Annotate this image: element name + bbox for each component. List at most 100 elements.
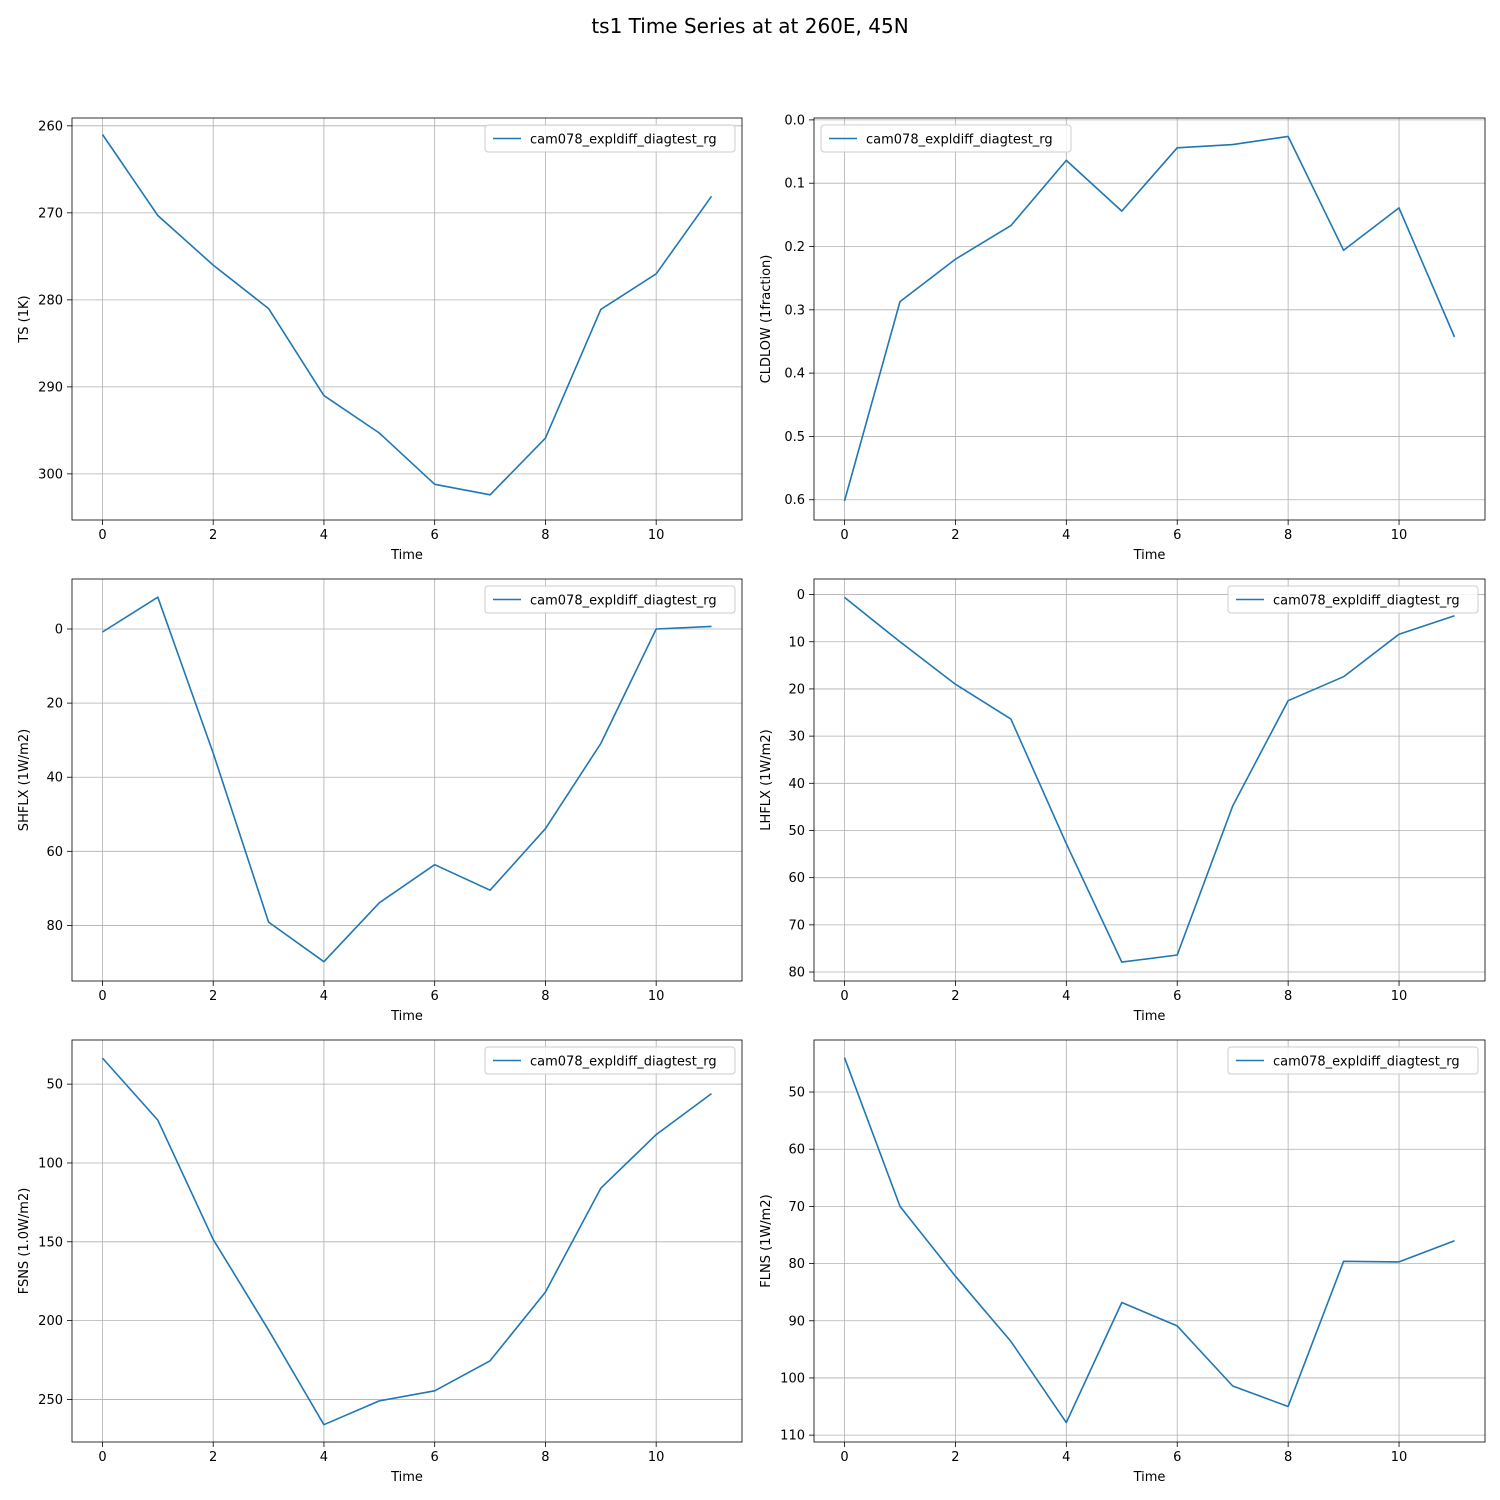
x-tick-label: 10: [648, 989, 665, 1004]
x-tick-label: 0: [98, 1450, 106, 1465]
legend-label: cam078_expldiff_diagtest_rg: [866, 133, 1053, 148]
x-tick-label: 10: [1391, 989, 1408, 1004]
x-tick-label: 8: [1284, 989, 1292, 1004]
x-tick-label: 8: [541, 989, 549, 1004]
y-axis-label: CLDLOW (1fraction): [759, 255, 774, 384]
y-tick-label: 0.4: [784, 367, 805, 382]
x-tick-label: 6: [1173, 528, 1181, 543]
x-tick-label: 2: [209, 528, 217, 543]
y-tick-label: 200: [38, 1314, 63, 1329]
y-tick-label: 250: [38, 1393, 63, 1408]
y-tick-label: 100: [780, 1371, 805, 1386]
y-tick-label: 20: [788, 682, 805, 697]
x-tick-label: 2: [951, 1450, 959, 1465]
x-axis-label: Time: [1133, 548, 1166, 563]
y-tick-label: 150: [38, 1235, 63, 1250]
axes-frame: [71, 578, 743, 982]
x-tick-label: 0: [840, 1450, 848, 1465]
legend-label: cam078_expldiff_diagtest_rg: [530, 1055, 717, 1070]
x-tick-label: 6: [431, 989, 439, 1004]
x-tick-label: 4: [1062, 528, 1070, 543]
x-tick-label: 0: [98, 989, 106, 1004]
y-tick-label: 260: [38, 119, 63, 134]
series-line: [844, 596, 1455, 963]
subplot-2: 0 2 4 6 8 10 0.0 0.1 0.2 0.3 0.4 0.5 0.6 Time CLDLOW (…: [759, 113, 1486, 563]
subplot-3: 0 2 4 6 8 10 0 20 40 60 80 Time SHFLX (1W/m2) cam078_…: [17, 578, 743, 1024]
x-tick-label: 0: [98, 528, 106, 543]
y-tick-label: 270: [38, 206, 63, 221]
legend-box: [484, 585, 736, 614]
y-tick-label: 0.1: [784, 177, 805, 192]
y-tick-label: 40: [46, 771, 63, 786]
x-axis-label: Time: [390, 1009, 423, 1024]
y-tick-label: 50: [788, 824, 805, 839]
x-tick-label: 10: [1391, 1450, 1408, 1465]
subplot-1: 0 2 4 6 8 10 260 270 280 290 300 Time TS (1K) cam078_…: [17, 117, 743, 563]
x-tick-label: 6: [431, 1450, 439, 1465]
y-tick-label: 60: [46, 845, 63, 860]
y-tick-label: 100: [38, 1156, 63, 1171]
x-tick-label: 8: [1284, 1450, 1292, 1465]
x-tick-label: 10: [648, 528, 665, 543]
x-tick-label: 4: [1062, 1450, 1070, 1465]
series-line: [101, 134, 713, 496]
x-tick-label: 2: [951, 989, 959, 1004]
x-tick-label: 2: [951, 528, 959, 543]
x-tick-label: 8: [1284, 528, 1292, 543]
x-tick-label: 4: [320, 528, 328, 543]
y-tick-label: 60: [788, 1143, 805, 1158]
x-tick-label: 8: [541, 528, 549, 543]
x-axis-label: Time: [390, 1470, 423, 1485]
x-tick-label: 2: [209, 989, 217, 1004]
y-tick-label: 0.0: [784, 113, 805, 128]
axes-frame: [71, 117, 743, 521]
x-tick-label: 10: [1391, 528, 1408, 543]
legend: cam078_expldiff_diagtest_rg: [820, 124, 1072, 153]
legend: cam078_expldiff_diagtest_rg: [1227, 1046, 1479, 1075]
y-tick-label: 80: [46, 919, 63, 934]
y-tick-label: 20: [46, 697, 63, 712]
y-axis-label: LHFLX (1W/m2): [759, 729, 774, 830]
y-tick-label: 70: [788, 918, 805, 933]
y-tick-label: 30: [788, 730, 805, 745]
y-axis-label: FLNS (1W/m2): [759, 1194, 774, 1287]
x-tick-label: 2: [209, 1450, 217, 1465]
x-tick-label: 0: [840, 989, 848, 1004]
y-axis-label: SHFLX (1W/m2): [17, 729, 32, 831]
x-axis-label: Time: [1133, 1009, 1166, 1024]
x-axis-label: Time: [1133, 1470, 1166, 1485]
y-tick-label: 0.5: [784, 430, 805, 445]
y-tick-label: 280: [38, 293, 63, 308]
y-tick-label: 40: [788, 777, 805, 792]
legend-box: [484, 124, 736, 153]
x-axis-label: Time: [390, 548, 423, 563]
legend-box: [1227, 1046, 1479, 1075]
y-tick-label: 290: [38, 380, 63, 395]
series-line: [101, 1057, 712, 1426]
legend: cam078_expldiff_diagtest_rg: [484, 585, 736, 614]
x-tick-label: 6: [1173, 1450, 1181, 1465]
y-tick-label: 0.6: [784, 493, 805, 508]
series-line: [843, 1057, 1455, 1424]
x-tick-label: 4: [320, 1450, 328, 1465]
legend: cam078_expldiff_diagtest_rg: [484, 1046, 736, 1075]
legend-label: cam078_expldiff_diagtest_rg: [530, 594, 717, 609]
y-axis-label: FSNS (1.0W/m2): [17, 1188, 32, 1295]
x-tick-label: 4: [320, 989, 328, 1004]
x-tick-label: 6: [1173, 989, 1181, 1004]
y-axis-label: TS (1K): [17, 295, 32, 343]
legend-label: cam078_expldiff_diagtest_rg: [1273, 594, 1460, 609]
subplot-4: 0 2 4 6 8 10 0 10 20 30 40 50 60 70 80 Time LHFLX (1W/m2…: [759, 578, 1486, 1024]
legend-box: [484, 1046, 736, 1075]
legend-box: [1227, 585, 1479, 614]
x-tick-label: 10: [648, 1450, 665, 1465]
x-tick-label: 8: [541, 1450, 549, 1465]
y-tick-label: 50: [46, 1078, 63, 1093]
y-tick-label: 10: [788, 635, 805, 650]
legend-box: [820, 124, 1072, 153]
series-line: [843, 135, 1456, 502]
y-tick-label: 70: [788, 1200, 805, 1215]
x-tick-label: 4: [1062, 989, 1070, 1004]
legend-label: cam078_expldiff_diagtest_rg: [530, 133, 717, 148]
